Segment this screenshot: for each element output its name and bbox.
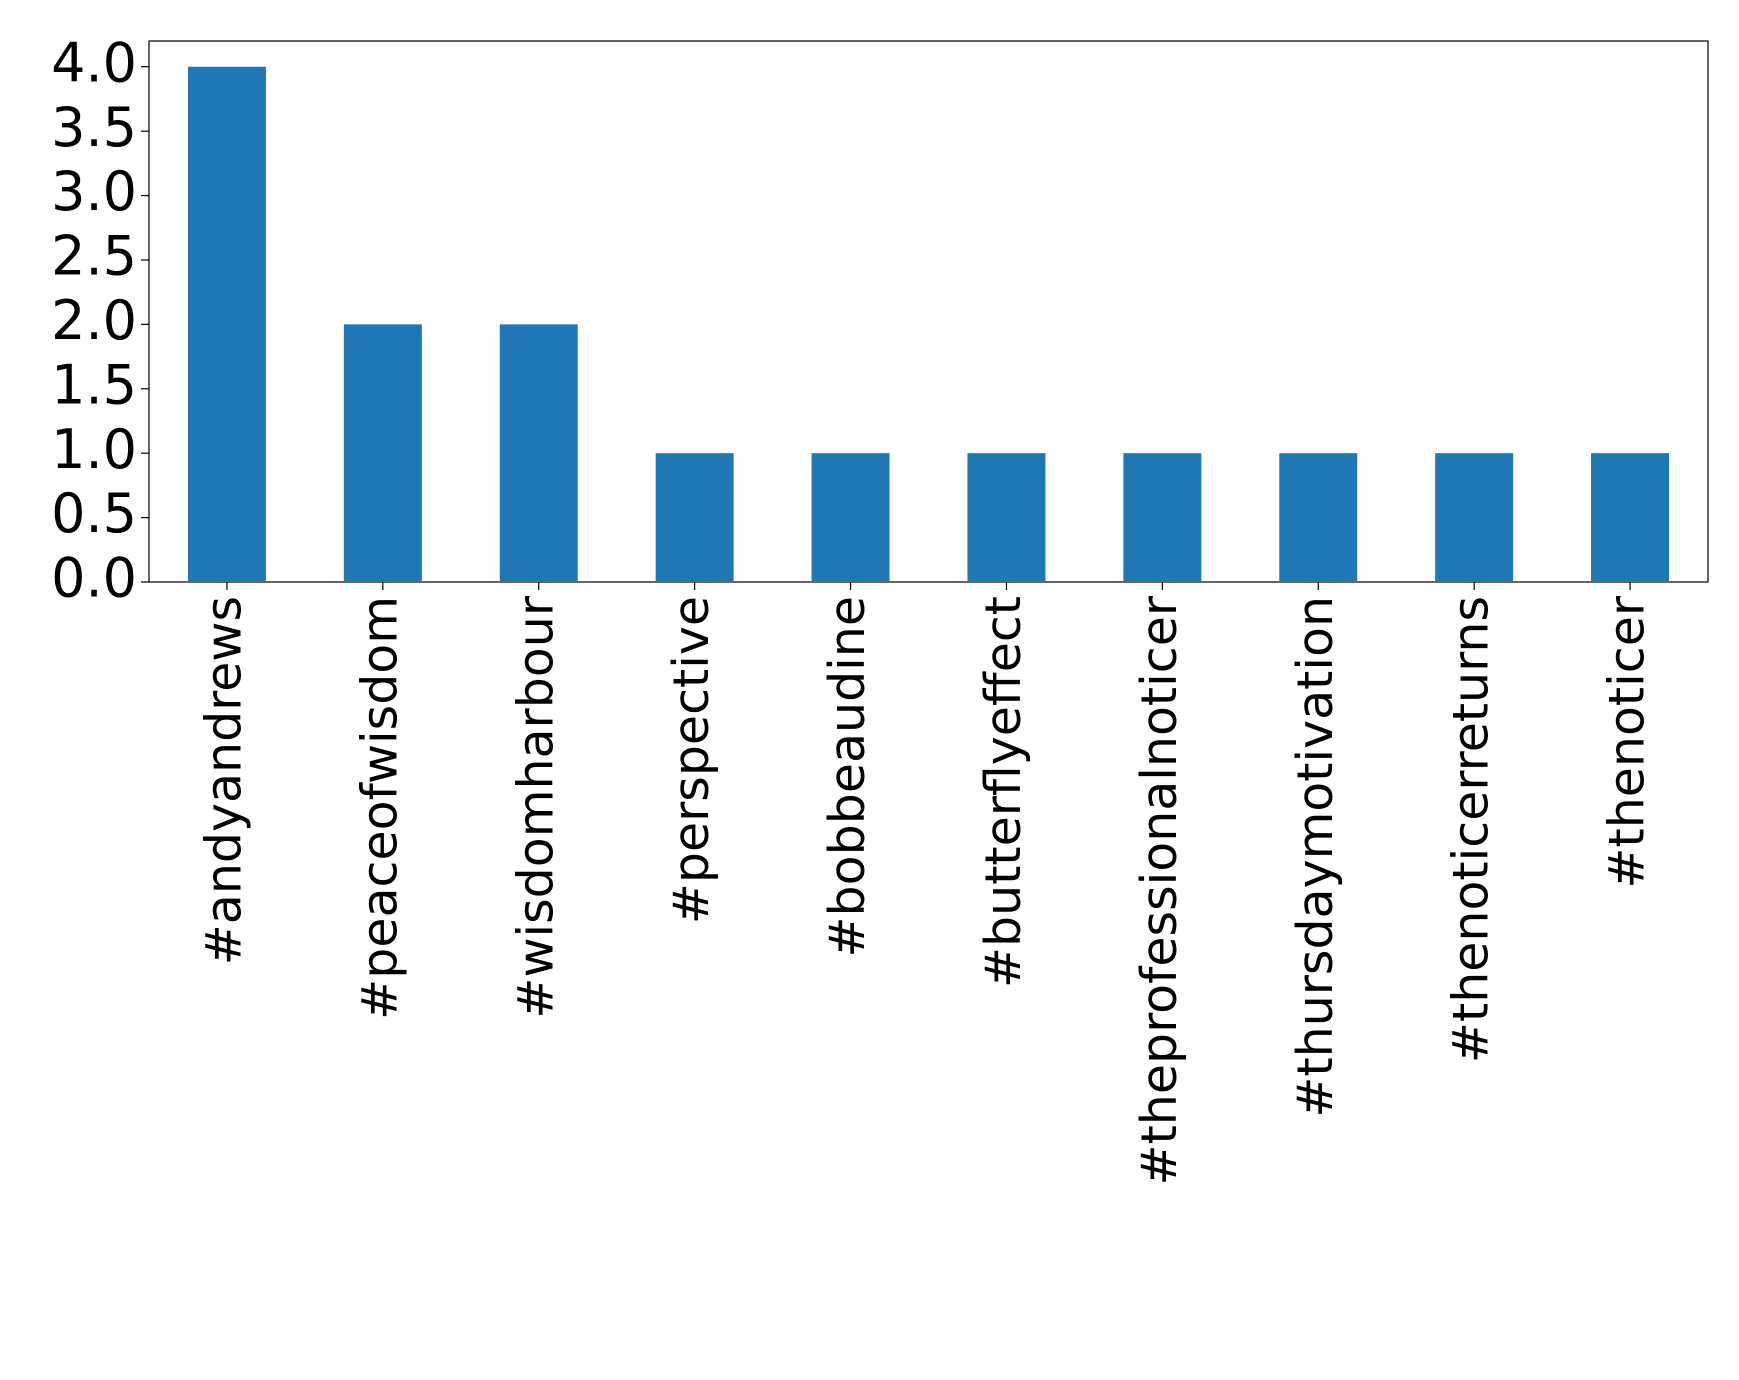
bar	[187, 66, 266, 582]
y-tick-label: 2.5	[51, 225, 137, 288]
y-tick-label: 2.0	[51, 289, 137, 352]
y-tick-label: 4.0	[51, 31, 137, 94]
x-tick-label: #bobbeaudine	[819, 596, 876, 958]
bar	[1123, 453, 1202, 582]
y-tick-label: 0.0	[51, 547, 137, 610]
y-tick-label: 1.5	[51, 353, 137, 416]
x-tick-label: #theprofessionalnoticer	[1131, 595, 1188, 1185]
bar	[655, 453, 734, 582]
plot-frame	[148, 40, 1709, 583]
x-tick-label: #thenoticer	[1599, 595, 1656, 888]
y-tick-label: 3.0	[51, 160, 137, 223]
bar	[1591, 453, 1670, 582]
x-tick-label: #wisdomharbour	[507, 595, 564, 1018]
x-tick-label: #thenoticerreturns	[1443, 596, 1500, 1063]
bar	[499, 324, 578, 582]
y-tick-label: 3.5	[51, 96, 137, 159]
x-tick-label: #peaceofwisdom	[351, 596, 408, 1020]
x-tick-label: #perspective	[663, 596, 720, 924]
bar	[811, 453, 890, 582]
x-tick-label: #andyandrews	[195, 596, 252, 965]
x-tick-label: #thursdaymotivation	[1287, 596, 1344, 1118]
x-tick-label: #butterflyeffect	[975, 596, 1032, 988]
bar	[967, 453, 1046, 582]
bar	[1435, 453, 1514, 582]
bar	[343, 324, 422, 582]
y-tick-label: 0.5	[51, 482, 137, 545]
y-tick-label: 1.0	[51, 418, 137, 481]
bar	[1279, 453, 1358, 582]
